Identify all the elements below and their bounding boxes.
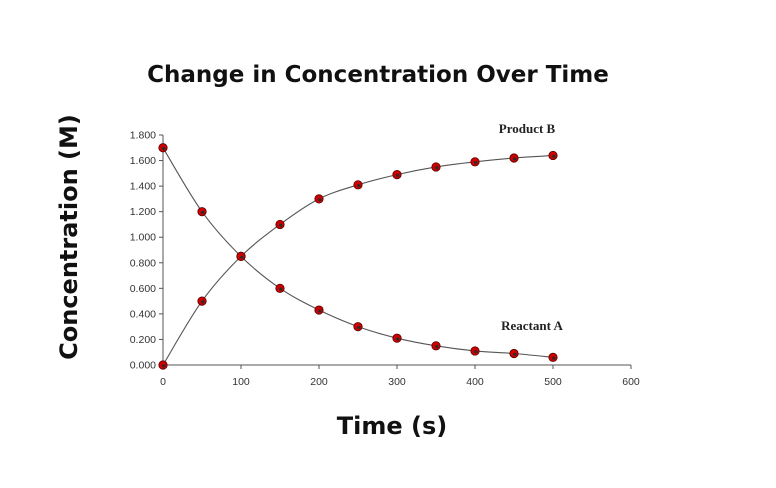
x-tick-label: 500 <box>544 376 562 388</box>
y-tick-label: 1.000 <box>130 232 156 244</box>
data-point-shade-product-b <box>513 157 517 161</box>
y-tick-label: 1.400 <box>130 181 156 193</box>
y-axis-label: Concentration (M) <box>55 114 83 360</box>
x-axis-label: Time (s) <box>337 412 447 440</box>
data-point-shade-reactant-a <box>435 345 439 349</box>
data-point-shade-product-b <box>318 198 322 202</box>
data-point-shade-reactant-a <box>357 325 361 330</box>
data-point-shade-product-b <box>162 364 166 368</box>
data-point-shade-reactant-a <box>240 255 244 259</box>
x-tick-label: 400 <box>466 376 484 388</box>
data-point-shade-reactant-a <box>396 337 400 341</box>
data-point-shade-reactant-a <box>474 350 478 354</box>
data-point-shade-reactant-a <box>201 210 205 215</box>
x-tick-label: 200 <box>310 376 328 388</box>
x-tick-label: 100 <box>232 376 250 388</box>
series-markers <box>158 143 558 370</box>
x-tick-label: 300 <box>388 376 406 388</box>
data-point-shade-product-b <box>396 173 400 178</box>
data-point-shade-product-b <box>279 223 283 227</box>
data-point-shade-product-b <box>435 166 439 170</box>
series-labels: Product B Reactant A <box>499 121 564 333</box>
y-tick-label: 1.600 <box>130 155 156 167</box>
data-point-shade-reactant-a <box>552 356 556 360</box>
chart-title: Change in Concentration Over Time <box>147 62 609 88</box>
y-ticks: 0.000 0.200 0.400 0.600 0.800 1.000 1.200 1.400… <box>130 130 163 372</box>
x-tick-label: 0 <box>160 376 166 388</box>
data-point-shade-reactant-a <box>162 146 166 151</box>
y-tick-label: 1.200 <box>130 206 156 218</box>
y-tick-label: 0.000 <box>130 360 156 372</box>
x-ticks: 0 100 200 300 400 500 600 <box>160 365 640 388</box>
data-point-shade-reactant-a <box>513 352 517 356</box>
data-point-shade-product-b <box>474 161 478 165</box>
data-point-shade-product-b <box>552 154 556 158</box>
y-tick-label: 0.200 <box>130 334 156 346</box>
y-tick-label: 0.600 <box>130 283 156 295</box>
data-point-shade-reactant-a <box>279 287 283 291</box>
y-tick-label: 0.800 <box>130 257 156 269</box>
series-label-product-b: Product B <box>499 121 556 136</box>
data-point-shade-product-b <box>357 184 361 188</box>
y-tick-label: 0.400 <box>130 308 156 320</box>
data-point-shade-product-b <box>201 300 205 304</box>
data-point-shade-reactant-a <box>318 309 322 313</box>
series-label-reactant-a: Reactant A <box>501 318 563 333</box>
y-tick-label: 1.800 <box>130 130 156 142</box>
x-tick-label: 600 <box>622 376 640 388</box>
